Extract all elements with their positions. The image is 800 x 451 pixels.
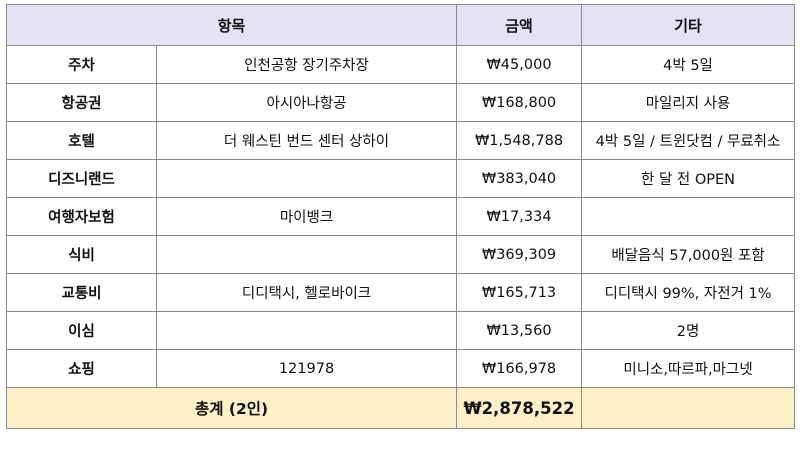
row-item: 이심 bbox=[6, 311, 157, 350]
row-note: 미니소,따르파,마그넷 bbox=[581, 349, 796, 388]
expense-table: 항목 금액 기타 주차 인천공항 장기주차장 ₩45,000 4박 5일 항공권… bbox=[5, 4, 796, 429]
table-row: 교통비 디디택시, 헬로바이크 ₩165,713 디디택시 99%, 자전거 1… bbox=[6, 273, 796, 312]
header-amount: 금액 bbox=[456, 4, 583, 46]
row-detail: 더 웨스틴 번드 센터 상하이 bbox=[155, 121, 458, 160]
header-item: 항목 bbox=[5, 4, 458, 46]
row-amount: ₩17,334 bbox=[456, 197, 583, 236]
row-amount: ₩166,978 bbox=[456, 349, 583, 388]
table-row: 항공권 아시아나항공 ₩168,800 마일리지 사용 bbox=[6, 83, 796, 122]
row-amount: ₩45,000 bbox=[456, 45, 583, 84]
row-note: 2명 bbox=[581, 311, 796, 350]
row-item: 쇼핑 bbox=[6, 349, 157, 388]
table-row: 쇼핑 121978 ₩166,978 미니소,따르파,마그넷 bbox=[6, 349, 796, 388]
table-row: 이심 ₩13,560 2명 bbox=[6, 311, 796, 350]
row-item: 디즈니랜드 bbox=[6, 159, 157, 198]
total-label: 총계 (2인) bbox=[5, 387, 458, 429]
table-row: 주차 인천공항 장기주차장 ₩45,000 4박 5일 bbox=[6, 45, 796, 84]
row-note: 디디택시 99%, 자전거 1% bbox=[581, 273, 796, 312]
row-detail bbox=[155, 159, 458, 198]
row-item: 호텔 bbox=[6, 121, 157, 160]
row-amount: ₩168,800 bbox=[456, 83, 583, 122]
header-note: 기타 bbox=[581, 4, 796, 46]
row-detail: 아시아나항공 bbox=[155, 83, 458, 122]
row-detail bbox=[155, 311, 458, 350]
total-note bbox=[581, 387, 796, 429]
table-row: 여행자보험 마이뱅크 ₩17,334 bbox=[6, 197, 796, 236]
row-note: 배달음식 57,000원 포함 bbox=[581, 235, 796, 274]
header-row: 항목 금액 기타 bbox=[5, 4, 796, 46]
table-row: 호텔 더 웨스틴 번드 센터 상하이 ₩1,548,788 4박 5일 / 트윈… bbox=[6, 121, 796, 160]
row-note: 한 달 전 OPEN bbox=[581, 159, 796, 198]
row-note: 마일리지 사용 bbox=[581, 83, 796, 122]
row-item: 식비 bbox=[6, 235, 157, 274]
row-amount: ₩165,713 bbox=[456, 273, 583, 312]
row-amount: ₩13,560 bbox=[456, 311, 583, 350]
row-item: 주차 bbox=[6, 45, 157, 84]
row-detail bbox=[155, 235, 458, 274]
row-amount: ₩1,548,788 bbox=[456, 121, 583, 160]
table-row: 디즈니랜드 ₩383,040 한 달 전 OPEN bbox=[6, 159, 796, 198]
row-note: 4박 5일 bbox=[581, 45, 796, 84]
expense-table-container: 항목 금액 기타 주차 인천공항 장기주차장 ₩45,000 4박 5일 항공권… bbox=[5, 4, 796, 429]
total-row: 총계 (2인) ₩2,878,522 bbox=[5, 387, 796, 429]
total-amount: ₩2,878,522 bbox=[456, 387, 583, 429]
row-amount: ₩369,309 bbox=[456, 235, 583, 274]
row-item: 여행자보험 bbox=[6, 197, 157, 236]
row-detail: 마이뱅크 bbox=[155, 197, 458, 236]
row-detail: 121978 bbox=[155, 349, 458, 388]
row-amount: ₩383,040 bbox=[456, 159, 583, 198]
table-row: 식비 ₩369,309 배달음식 57,000원 포함 bbox=[6, 235, 796, 274]
row-detail: 인천공항 장기주차장 bbox=[155, 45, 458, 84]
row-item: 교통비 bbox=[6, 273, 157, 312]
row-note bbox=[581, 197, 796, 236]
row-detail: 디디택시, 헬로바이크 bbox=[155, 273, 458, 312]
row-note: 4박 5일 / 트윈닷컴 / 무료취소 bbox=[581, 121, 796, 160]
row-item: 항공권 bbox=[6, 83, 157, 122]
